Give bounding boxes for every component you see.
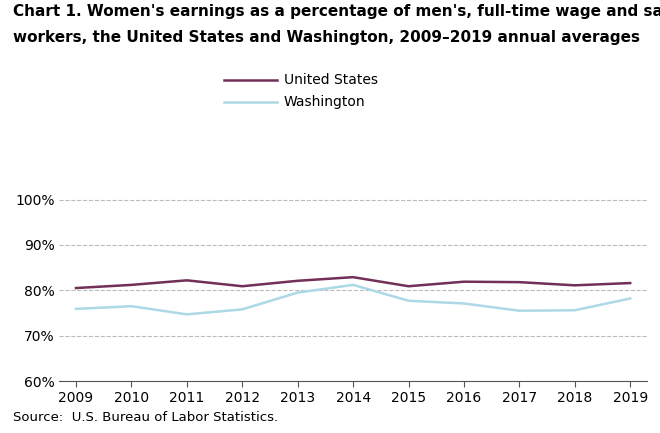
Text: workers, the United States and Washington, 2009–2019 annual averages: workers, the United States and Washingto… xyxy=(13,30,640,45)
Text: Source:  U.S. Bureau of Labor Statistics.: Source: U.S. Bureau of Labor Statistics. xyxy=(13,411,279,424)
Text: United States: United States xyxy=(284,73,378,87)
Text: Washington: Washington xyxy=(284,95,366,109)
Text: Chart 1. Women's earnings as a percentage of men's, full-time wage and salary: Chart 1. Women's earnings as a percentag… xyxy=(13,4,660,19)
